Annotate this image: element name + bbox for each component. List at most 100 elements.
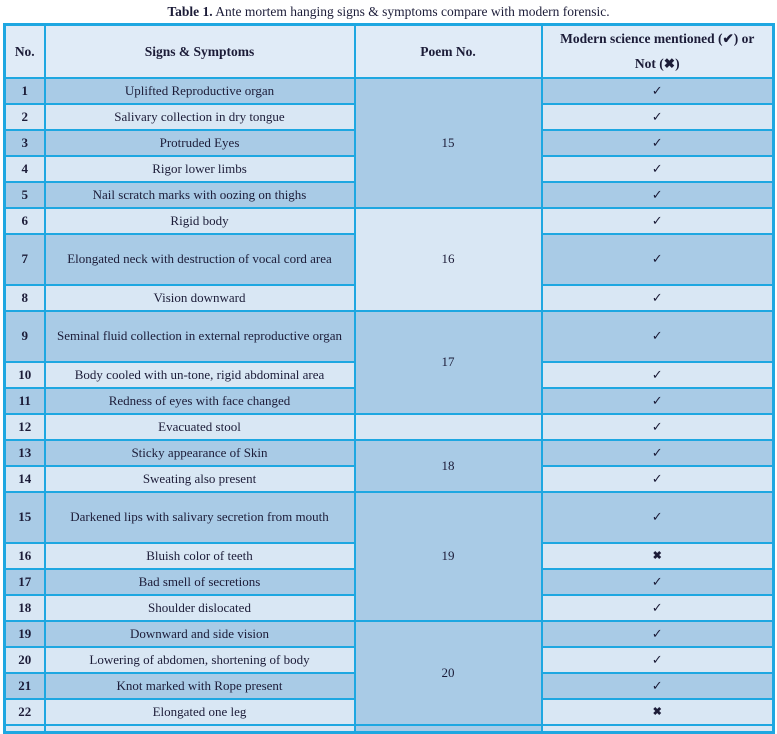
sign-symptom: Sticky appearance of Skin <box>43 438 356 467</box>
sign-symptom: Lowering of abdomen, shortening of body <box>43 645 356 674</box>
poem-number-cell: 17 <box>353 309 543 415</box>
sign-symptom: Redness of eyes with face changed <box>43 386 356 415</box>
partial-cell <box>3 723 46 734</box>
table-row: 12 Evacuated stool ✓ <box>3 412 775 441</box>
sign-symptom: Rigor lower limbs <box>43 154 356 183</box>
table-row: 2 Salivary collection in dry tongue ✓ <box>3 102 775 131</box>
table-row: 8 Vision downward ✓ <box>3 283 775 312</box>
x-mark: ✖ <box>540 697 775 726</box>
sign-symptom: Seminal fluid collection in external rep… <box>43 309 356 363</box>
table-row: 9 Seminal fluid collection in external r… <box>3 309 775 415</box>
check-mark: ✓ <box>540 102 775 131</box>
check-mark: ✓ <box>540 645 775 674</box>
row-number: 16 <box>3 541 46 570</box>
row-number: 19 <box>3 619 46 648</box>
check-mark: ✓ <box>540 671 775 700</box>
table-row: 6 Rigid body 16 ✓ <box>3 206 775 312</box>
partial-cell <box>353 723 543 734</box>
table-header-row: No. Signs & Symptoms Poem No. Modern sci… <box>3 23 775 79</box>
sign-symptom: Evacuated stool <box>43 412 356 441</box>
table-row: 16 Bluish color of teeth ✖ <box>3 541 775 570</box>
row-number: 1 <box>3 76 46 105</box>
sign-symptom: Elongated one leg <box>43 697 356 726</box>
sign-symptom: Bluish color of teeth <box>43 541 356 570</box>
check-mark: ✓ <box>540 283 775 312</box>
sign-symptom: Shoulder dislocated <box>43 593 356 622</box>
check-mark: ✓ <box>540 206 775 235</box>
poem-number-cell: 15 <box>353 76 543 209</box>
partial-cell <box>43 723 356 734</box>
table-row: 18 Shoulder dislocated ✓ <box>3 593 775 622</box>
check-mark: ✓ <box>540 360 775 389</box>
row-number: 4 <box>3 154 46 183</box>
row-number: 11 <box>3 386 46 415</box>
check-mark: ✓ <box>540 76 775 105</box>
check-mark: ✓ <box>540 180 775 209</box>
sign-symptom: Body cooled with un-tone, rigid abdomina… <box>43 360 356 389</box>
partial-cell <box>540 723 775 734</box>
row-number: 9 <box>3 309 46 363</box>
check-mark: ✓ <box>540 386 775 415</box>
row-number: 5 <box>3 180 46 209</box>
row-number: 14 <box>3 464 46 493</box>
sign-symptom: Protruded Eyes <box>43 128 356 157</box>
check-mark: ✓ <box>540 128 775 157</box>
poem-number-cell: 19 <box>353 490 543 622</box>
partial-cutoff-row <box>3 723 775 734</box>
table-caption-text: Ante mortem hanging signs & symptoms com… <box>212 4 610 19</box>
row-number: 2 <box>3 102 46 131</box>
sign-symptom: Elongated neck with destruction of vocal… <box>43 232 356 286</box>
check-mark: ✓ <box>540 232 775 286</box>
table-caption-label: Table 1. <box>167 4 213 19</box>
poem-number-cell-empty <box>353 412 543 441</box>
check-mark: ✓ <box>540 438 775 467</box>
check-mark: ✓ <box>540 619 775 648</box>
check-mark: ✓ <box>540 490 775 544</box>
sign-symptom: Nail scratch marks with oozing on thighs <box>43 180 356 209</box>
sign-symptom: Vision downward <box>43 283 356 312</box>
header-no: No. <box>3 23 46 79</box>
x-mark: ✖ <box>540 541 775 570</box>
check-mark: ✓ <box>540 464 775 493</box>
table-row: 19 Downward and side vision 20 ✓ <box>3 619 775 726</box>
row-number: 7 <box>3 232 46 286</box>
row-number: 20 <box>3 645 46 674</box>
row-number: 21 <box>3 671 46 700</box>
row-number: 10 <box>3 360 46 389</box>
table-row: 11 Redness of eyes with face changed ✓ <box>3 386 775 415</box>
row-number: 18 <box>3 593 46 622</box>
antemortem-signs-table: No. Signs & Symptoms Poem No. Modern sci… <box>3 23 775 734</box>
table-caption: Table 1. Ante mortem hanging signs & sym… <box>0 4 777 20</box>
sign-symptom: Salivary collection in dry tongue <box>43 102 356 131</box>
sign-symptom: Bad smell of secretions <box>43 567 356 596</box>
table-row: 1 Uplifted Reproductive organ 15 ✓ <box>3 76 775 209</box>
check-mark: ✓ <box>540 567 775 596</box>
row-number: 22 <box>3 697 46 726</box>
header-modern-science: Modern science mentioned (✔) or Not (✖) <box>540 23 775 79</box>
row-number: 13 <box>3 438 46 467</box>
row-number: 3 <box>3 128 46 157</box>
check-mark: ✓ <box>540 154 775 183</box>
sign-symptom: Downward and side vision <box>43 619 356 648</box>
table-row: 14 Sweating also present ✓ <box>3 464 775 493</box>
poem-number-cell: 16 <box>353 206 543 312</box>
sign-symptom: Darkened lips with salivary secretion fr… <box>43 490 356 544</box>
table-row: 7 Elongated neck with destruction of voc… <box>3 232 775 286</box>
poem-number-cell: 18 <box>353 438 543 493</box>
table-row: 22 Elongated one leg ✖ <box>3 697 775 726</box>
check-mark: ✓ <box>540 412 775 441</box>
table-row: 20 Lowering of abdomen, shortening of bo… <box>3 645 775 674</box>
table-row: 15 Darkened lips with salivary secretion… <box>3 490 775 622</box>
table-row: 17 Bad smell of secretions ✓ <box>3 567 775 596</box>
row-number: 8 <box>3 283 46 312</box>
table-row: 3 Protruded Eyes ✓ <box>3 128 775 157</box>
table-row: 13 Sticky appearance of Skin 18 ✓ <box>3 438 775 493</box>
sign-symptom: Uplifted Reproductive organ <box>43 76 356 105</box>
sign-symptom: Sweating also present <box>43 464 356 493</box>
header-modern-science-line2: Not (✖) <box>634 56 680 72</box>
poem-number-cell: 20 <box>353 619 543 726</box>
table-row: 5 Nail scratch marks with oozing on thig… <box>3 180 775 209</box>
check-mark: ✓ <box>540 593 775 622</box>
row-number: 17 <box>3 567 46 596</box>
table-row: 10 Body cooled with un-tone, rigid abdom… <box>3 360 775 389</box>
